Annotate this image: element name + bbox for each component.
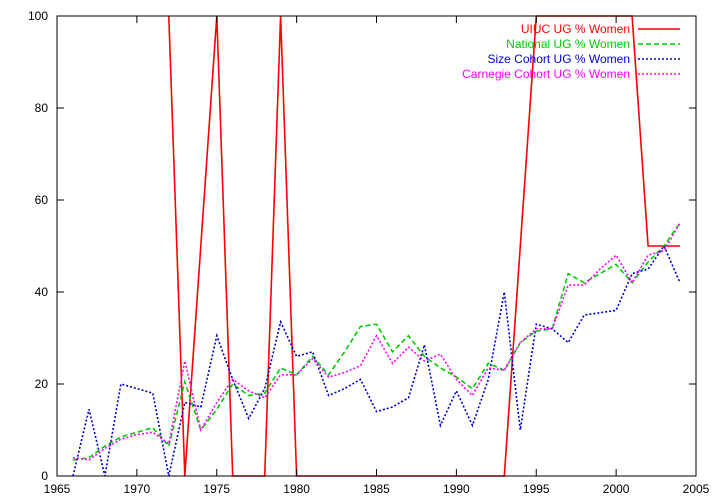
legend-label: UIUC UG % Women (521, 22, 630, 36)
y-tick-label: 60 (35, 193, 49, 207)
y-tick-label: 20 (35, 377, 49, 391)
series-line-4 (72, 222, 681, 461)
plot-frame (56, 15, 697, 477)
x-tick-label: 1965 (44, 482, 71, 496)
y-tick-label: 80 (35, 101, 49, 115)
legend-label: Size Cohort UG % Women (488, 52, 631, 66)
legend-label: Carnegie Cohort UG % Women (462, 67, 630, 81)
y-tick-label: 100 (28, 9, 48, 23)
x-tick-label: 1985 (363, 482, 390, 496)
series-line-2 (72, 222, 681, 461)
series-line-1 (168, 15, 680, 477)
x-tick-label: 2005 (683, 482, 710, 496)
x-tick-label: 1975 (203, 482, 230, 496)
y-tick-label: 40 (35, 285, 49, 299)
series-layer (72, 15, 681, 477)
y-tick-label: 0 (41, 469, 48, 483)
x-tick-label: 1980 (283, 482, 310, 496)
legend-label: National UG % Women (506, 37, 630, 51)
x-tick-label: 1995 (523, 482, 550, 496)
axis-layer: 1965 1970 1975 1980 1985 1990 1995 2000 2005 0 20 4… (28, 9, 710, 496)
x-tick-label: 2000 (603, 482, 630, 496)
series-line-3 (72, 244, 681, 477)
x-tick-label: 1990 (443, 482, 470, 496)
x-tick-label: 1970 (124, 482, 151, 496)
